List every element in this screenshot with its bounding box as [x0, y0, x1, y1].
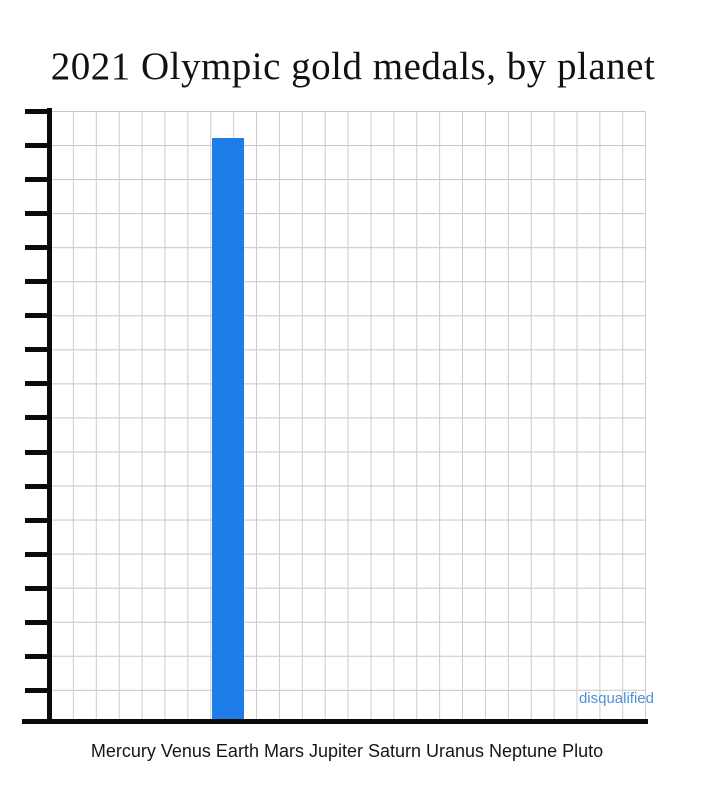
y-axis-tick: [25, 109, 50, 114]
plot-area: [50, 111, 646, 721]
y-axis-tick: [25, 687, 50, 693]
y-axis-tick: [25, 143, 50, 149]
y-axis-tick: [25, 551, 50, 557]
y-axis-tick: [25, 517, 50, 523]
chart-title: 2021 Olympic gold medals, by planet: [50, 45, 656, 88]
bar-earth: [212, 138, 244, 719]
y-axis-tick: [25, 245, 50, 251]
x-axis-labels: Mercury Venus Earth Mars Jupiter Saturn …: [90, 741, 604, 761]
y-axis-tick: [25, 381, 50, 387]
y-axis-tick: [25, 619, 50, 625]
y-axis-tick: [25, 585, 50, 591]
y-axis-tick: [25, 449, 50, 455]
annotation-disqualified: disqualified: [578, 690, 654, 707]
y-axis-line: [47, 108, 52, 724]
y-axis-tick: [25, 415, 50, 421]
y-axis-tick: [25, 653, 50, 659]
y-axis-tick: [25, 279, 50, 285]
x-axis-line: [22, 719, 648, 724]
y-axis-tick: [25, 347, 50, 353]
y-axis-tick: [25, 313, 50, 319]
y-axis-tick: [25, 211, 50, 217]
y-axis-tick: [25, 177, 50, 183]
y-axis-tick: [25, 483, 50, 489]
